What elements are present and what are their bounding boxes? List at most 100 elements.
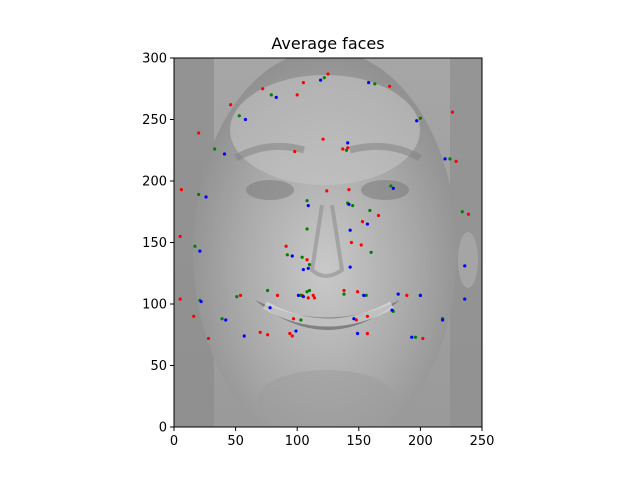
- landmark-point: [389, 184, 393, 188]
- landmark-point: [355, 290, 360, 294]
- landmark-point: [199, 299, 203, 304]
- landmark-point: [307, 263, 312, 267]
- landmark-point: [266, 288, 270, 293]
- landmark-point: [222, 152, 227, 156]
- landmark-point: [293, 149, 297, 154]
- landmark-point: [443, 157, 447, 161]
- landmark-point: [300, 255, 304, 259]
- landmark-point: [454, 159, 458, 163]
- landmark-point: [348, 265, 352, 269]
- landmark-point: [413, 335, 418, 339]
- landmark-point: [306, 266, 310, 270]
- landmark-point: [344, 148, 349, 152]
- landmark-point: [373, 82, 377, 86]
- landmark-point: [352, 317, 356, 321]
- average-face-image: [174, 58, 482, 427]
- landmark-point: [349, 240, 354, 245]
- landmark-point: [193, 244, 197, 248]
- landmark-point: [362, 293, 366, 297]
- landmark-point: [365, 331, 370, 336]
- y-tick-label: 250: [142, 113, 167, 128]
- y-axis-ticks: 0 50 100 150 200 250 300: [142, 52, 174, 436]
- landmark-point: [346, 141, 350, 145]
- landmark-point: [415, 119, 419, 123]
- landmark-point: [348, 228, 352, 232]
- landmark-point: [410, 335, 414, 339]
- landmark-point: [341, 147, 345, 151]
- landmark-point: [301, 267, 305, 272]
- landmark-point: [369, 250, 373, 254]
- landmark-point: [312, 296, 317, 300]
- x-tick-label: 200: [408, 434, 433, 449]
- landmark-point: [291, 317, 296, 321]
- landmark-point: [367, 81, 371, 85]
- landmark-point: [347, 188, 351, 192]
- landmark-point: [269, 93, 273, 97]
- landmark-point: [242, 334, 246, 338]
- landmark-point: [266, 333, 270, 337]
- landmark-point: [299, 293, 303, 297]
- landmark-point: [321, 137, 325, 141]
- landmark-point: [258, 330, 262, 334]
- landmark-point: [390, 308, 394, 312]
- landmark-point: [305, 290, 309, 294]
- landmark-point: [326, 72, 330, 76]
- landmark-point: [463, 264, 467, 268]
- landmark-point: [311, 293, 315, 297]
- landmark-point: [178, 297, 182, 301]
- landmark-point: [405, 293, 409, 297]
- landmark-point: [355, 331, 360, 336]
- x-tick-label: 150: [346, 434, 371, 449]
- landmark-point: [229, 103, 233, 107]
- landmark-point: [274, 95, 278, 99]
- landmark-point: [197, 131, 201, 135]
- x-tick-label: 250: [470, 434, 495, 449]
- landmark-point: [235, 295, 239, 299]
- landmark-point: [418, 116, 422, 120]
- landmark-point: [305, 199, 309, 203]
- landmark-point: [440, 318, 445, 322]
- landmark-point: [359, 243, 363, 247]
- landmark-point: [288, 331, 292, 336]
- landmark-point: [342, 288, 346, 293]
- landmark-point: [346, 146, 350, 150]
- landmark-point: [296, 293, 301, 297]
- landmark-point: [192, 314, 196, 318]
- landmark-point: [365, 222, 370, 226]
- x-tick-label: 50: [227, 434, 244, 449]
- landmark-point: [466, 212, 471, 216]
- landmark-point: [365, 314, 370, 318]
- landmark-point: [237, 114, 241, 118]
- y-tick-label: 100: [142, 298, 167, 313]
- landmark-point: [450, 110, 455, 114]
- landmark-point: [285, 253, 289, 257]
- y-tick-label: 150: [142, 236, 167, 251]
- y-tick-label: 0: [159, 421, 167, 436]
- landmark-point: [275, 293, 280, 297]
- landmark-markers: [178, 72, 471, 341]
- x-tick-label: 0: [170, 434, 178, 449]
- landmark-point: [396, 292, 400, 296]
- landmark-point: [178, 234, 182, 238]
- landmark-point: [268, 306, 272, 310]
- y-tick-label: 50: [150, 359, 167, 374]
- y-tick-label: 200: [142, 175, 167, 190]
- landmark-point: [206, 336, 211, 341]
- x-tick-label: 100: [285, 434, 310, 449]
- landmark-point: [261, 87, 265, 91]
- landmark-point: [448, 157, 452, 161]
- landmark-point: [306, 204, 310, 208]
- landmark-point: [198, 249, 202, 253]
- landmark-point: [301, 81, 305, 85]
- landmark-point: [306, 296, 310, 300]
- landmark-point: [360, 219, 365, 224]
- landmark-point: [295, 93, 299, 97]
- landmark-point: [319, 78, 323, 82]
- landmark-point: [460, 210, 464, 214]
- landmark-point: [388, 84, 392, 88]
- landmark-point: [368, 208, 372, 213]
- landmark-point: [179, 188, 183, 192]
- landmark-point: [307, 288, 312, 293]
- y-tick-label: 300: [142, 52, 167, 67]
